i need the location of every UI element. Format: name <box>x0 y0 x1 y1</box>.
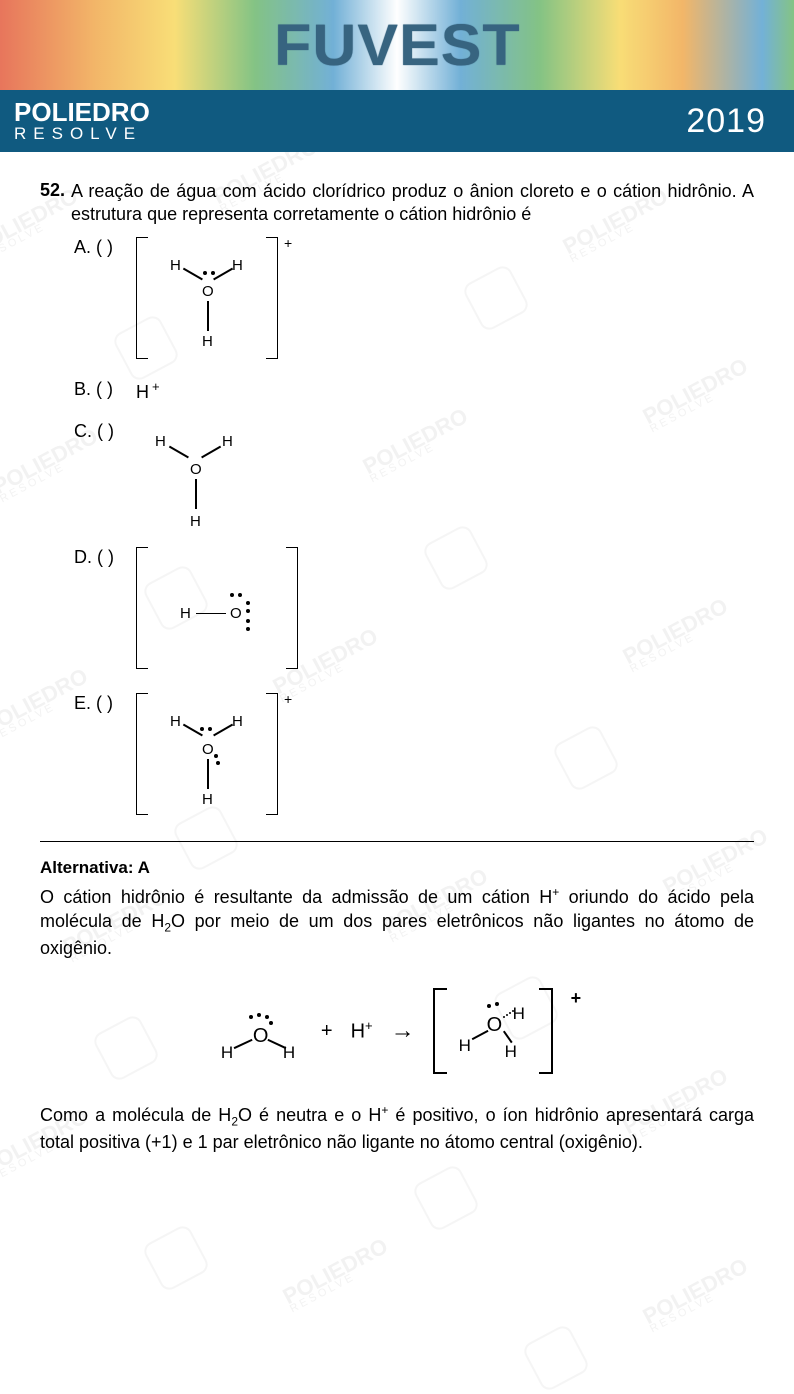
answer-paragraph-2: Como a molécula de H2O é neutra e o H+ é… <box>40 1102 754 1154</box>
question-number: 52. <box>40 180 65 227</box>
eq-product-charge: + <box>571 988 582 1009</box>
eq-hplus: H+ <box>351 1018 373 1044</box>
option-e-charge: + <box>284 691 292 707</box>
eq-product-brackets: O H H H <box>433 988 553 1074</box>
header-banner: FUVEST <box>0 0 794 90</box>
equation: O H H + H+ → O H H H <box>40 988 754 1074</box>
arrow-operator: → <box>391 1017 415 1045</box>
option-b: B. ( ) H+ <box>40 379 754 403</box>
plus-operator: + <box>321 1020 333 1043</box>
poliedro-logo: POLIEDRO RESOLVE <box>14 101 150 142</box>
option-d: D. ( ) H O <box>40 547 754 669</box>
logo-line2: RESOLVE <box>14 126 150 141</box>
option-a-structure: O H H H <box>136 237 278 359</box>
header-bar: POLIEDRO RESOLVE 2019 <box>0 90 794 152</box>
option-d-label: D. ( ) <box>74 547 136 568</box>
question-block: 52. A reação de água com ácido clorídric… <box>40 180 754 227</box>
answer-label: Alternativa: A <box>40 858 754 878</box>
option-d-structure: H O <box>136 547 298 669</box>
separator <box>40 841 754 842</box>
option-b-content: H+ <box>136 379 160 403</box>
question-text: A reação de água com ácido clorídrico pr… <box>71 180 754 227</box>
option-e-structure: O H H H <box>136 693 278 815</box>
option-a: A. ( ) O H H H + <box>40 237 754 359</box>
year-label: 2019 <box>686 102 766 141</box>
answer-paragraph-1: O cátion hidrônio é resultante da admiss… <box>40 884 754 960</box>
option-e-label: E. ( ) <box>74 693 136 714</box>
exam-title: FUVEST <box>274 12 521 79</box>
logo-line1: POLIEDRO <box>14 101 150 124</box>
option-e: E. ( ) O H H H + <box>40 693 754 815</box>
content-area: 52. A reação de água com ácido clorídric… <box>0 152 794 1174</box>
eq-water: O H H <box>213 1001 303 1061</box>
option-c-label: C. ( ) <box>74 421 136 442</box>
option-c: C. ( ) O H H H <box>40 421 754 543</box>
option-c-structure: O H H H <box>140 427 250 537</box>
option-a-label: A. ( ) <box>74 237 136 258</box>
option-b-label: B. ( ) <box>74 379 136 400</box>
option-a-charge: + <box>284 235 292 251</box>
